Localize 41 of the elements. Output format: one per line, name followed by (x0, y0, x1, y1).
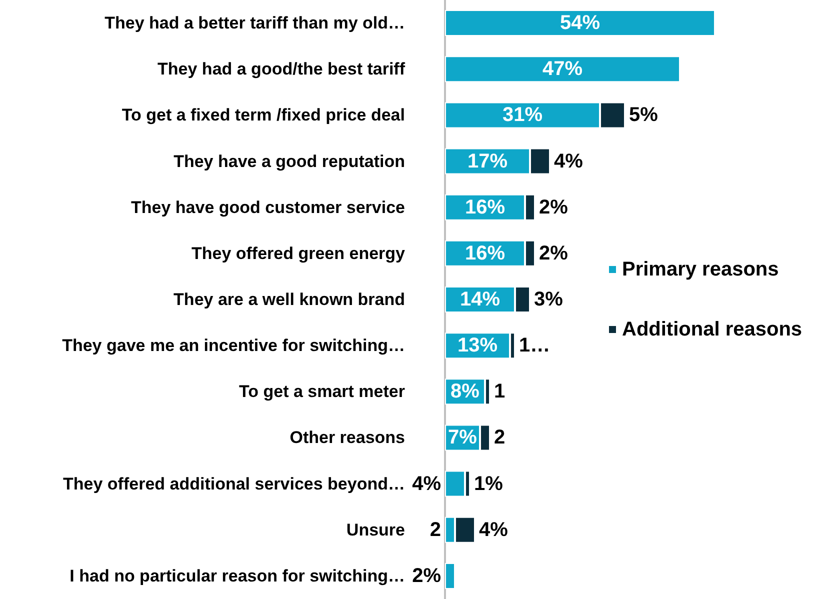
legend-label: Additional reasons (622, 318, 802, 340)
data-label: 4% (412, 472, 442, 495)
data-label: 5% (629, 104, 658, 126)
data-label: 2% (539, 242, 568, 264)
y-tick-label: I had no particular reason for switching… (70, 566, 405, 586)
bar (445, 562, 455, 589)
data-label: 13% (457, 334, 498, 357)
y-tick-label: They have a good reputation (174, 152, 405, 171)
data-label: 2% (539, 196, 568, 218)
y-tick-label: They gave me an incentive for switching… (62, 336, 405, 356)
data-label: 16% (464, 242, 506, 264)
data-label: 2 (430, 518, 441, 541)
data-label: 2% (412, 564, 442, 587)
y-tick-label: They offered green energy (191, 244, 406, 263)
y-tick-label: Unsure (346, 520, 405, 540)
data-label: 1… (519, 334, 550, 357)
data-label: 14% (460, 288, 500, 310)
data-label: 4% (479, 518, 508, 541)
data-label: 7% (448, 426, 478, 449)
data-label: 3% (534, 288, 564, 310)
data-label: 8% (450, 380, 480, 403)
data-label: 31% (502, 104, 543, 126)
data-label: 1% (474, 472, 504, 495)
bar (445, 10, 715, 36)
y-tick-label: They have good customer service (131, 198, 405, 217)
data-label: 47% (542, 58, 583, 80)
data-label: 54% (560, 12, 600, 34)
y-tick-label: Other reasons (290, 428, 405, 448)
y-tick-label: They had a good/the best tariff (158, 60, 406, 79)
legend-label: Primary reasons (622, 258, 779, 280)
data-label: 16% (464, 196, 506, 218)
y-tick-label: To get a smart meter (239, 382, 406, 402)
bar (445, 56, 680, 82)
y-tick-label: They offered additional services beyond… (63, 474, 405, 494)
y-tick-label: To get a fixed term /fixed price deal (122, 106, 405, 125)
data-label: 2 (494, 426, 506, 449)
y-tick-label: They are a well known brand (174, 290, 405, 309)
data-label: 4% (554, 150, 584, 172)
data-label: 1 (494, 380, 506, 403)
y-tick-label: They had a better tariff than my old… (104, 14, 405, 33)
data-label: 17% (467, 150, 508, 172)
